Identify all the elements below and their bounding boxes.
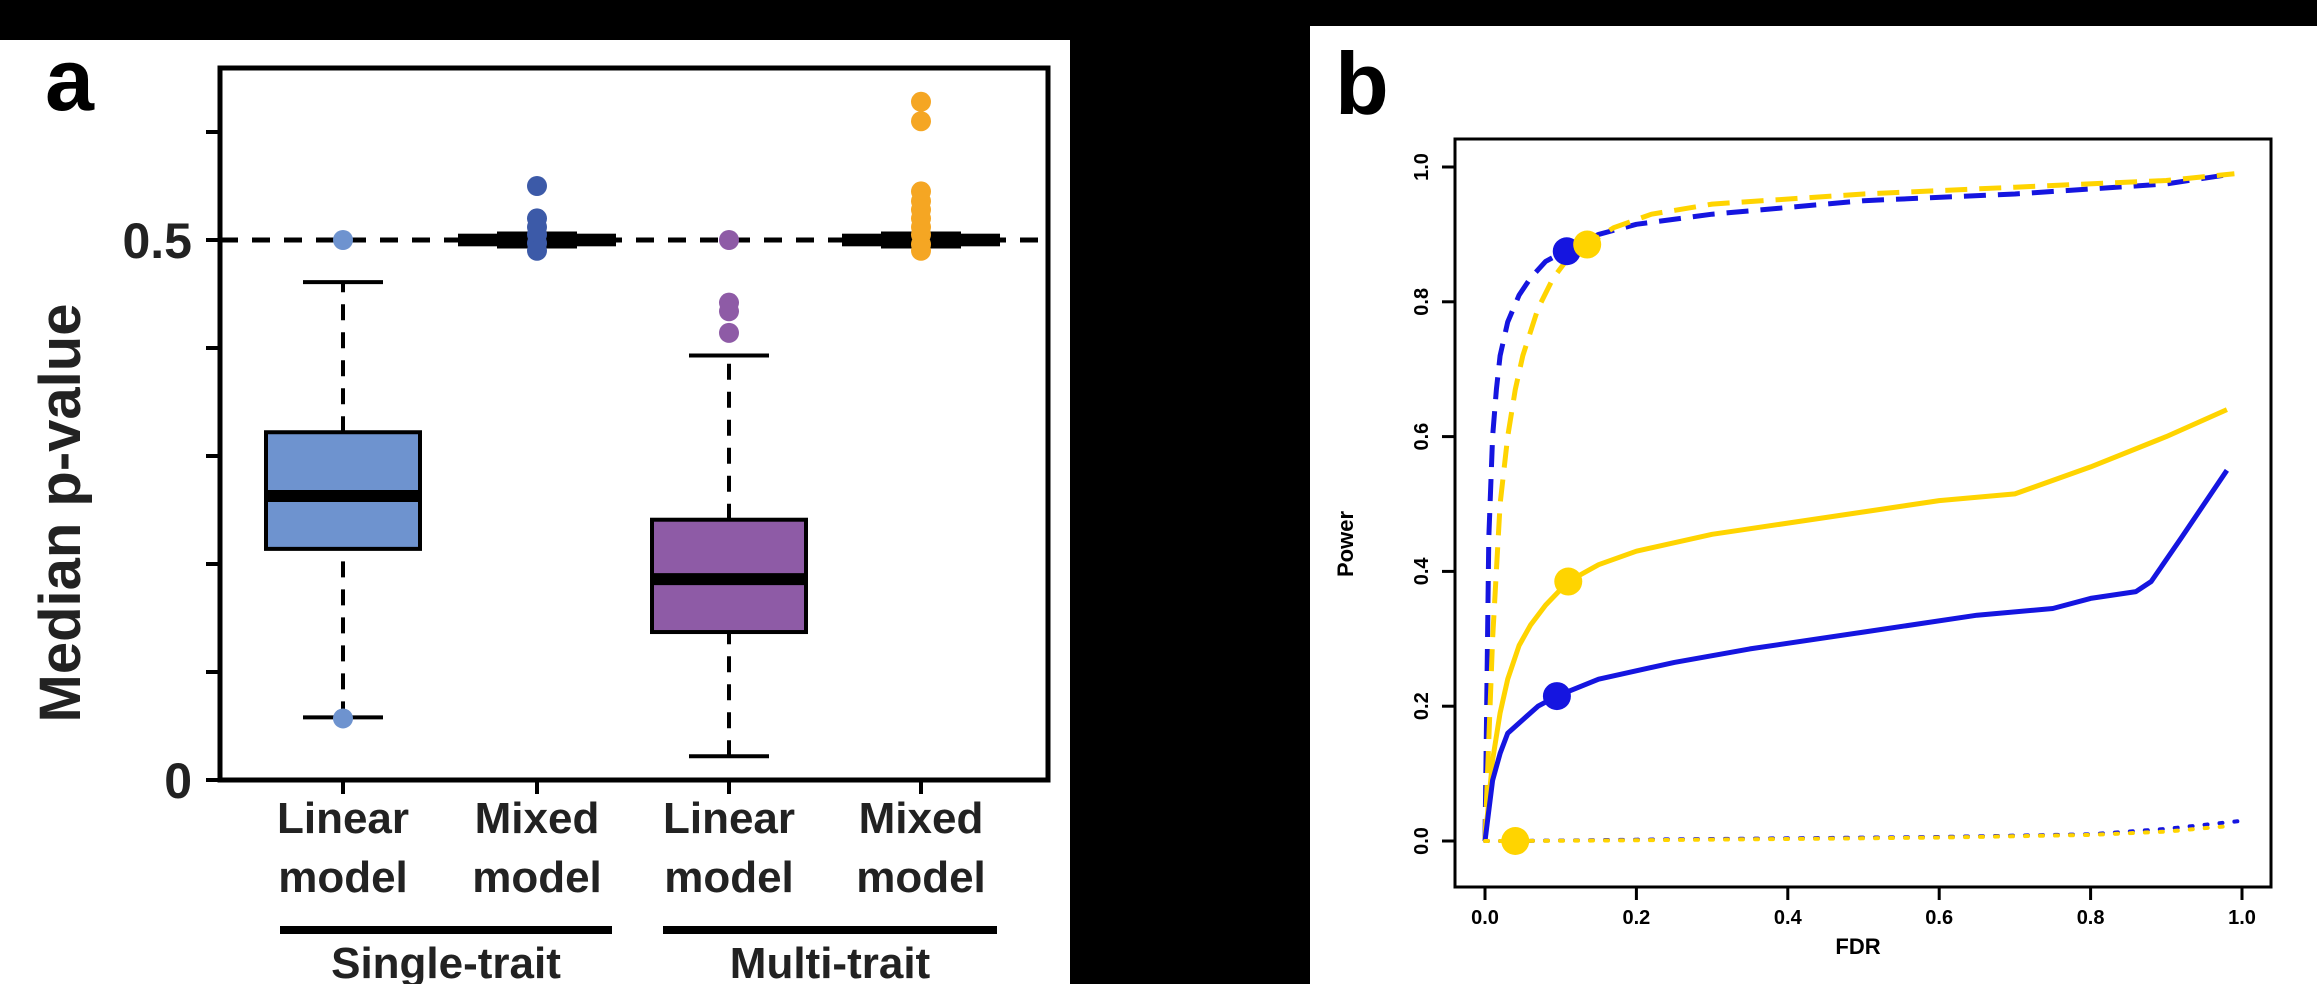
y-tick-label: 0.5 bbox=[122, 213, 192, 269]
panel-label-a: a bbox=[45, 40, 95, 129]
y-tick-label: 0.8 bbox=[1411, 288, 1433, 316]
series-marker-2 bbox=[1573, 230, 1602, 259]
panel-a-boxplot: a Median p-value 0 0.5 Linear model Mixed mod… bbox=[0, 40, 1070, 984]
series-line-1 bbox=[1482, 171, 2235, 842]
group-label: Multi-trait bbox=[730, 939, 931, 984]
y-axis-label: Power bbox=[1333, 511, 1358, 577]
x-tick-label: 0.2 bbox=[1622, 907, 1650, 929]
series-marker-6 bbox=[1501, 827, 1530, 855]
y-tick-label: 0.2 bbox=[1411, 692, 1433, 720]
y-tick-label: 0.0 bbox=[1411, 827, 1433, 855]
series-line-3 bbox=[1482, 407, 2228, 842]
line-plot-area: 0.0 0.2 0.4 0.6 0.8 1.0 0.0 0.2 0.4 0.6 0.8 1.0 bbox=[1411, 137, 2273, 929]
panel-label-b: b bbox=[1335, 34, 1389, 133]
x-tick-label: 0.4 bbox=[1774, 907, 1803, 929]
outlier-point bbox=[719, 230, 739, 250]
outlier-point bbox=[333, 708, 353, 729]
y-tick-label: 1.0 bbox=[1411, 153, 1433, 181]
y-tick-label: 0.4 bbox=[1411, 557, 1433, 586]
y-tick-label: 0 bbox=[164, 753, 192, 809]
boxplot-plot-area: 0 0.5 Linear model Mixed model Linear model Mixe… bbox=[122, 65, 1051, 984]
outlier-point bbox=[333, 230, 353, 250]
x-tick-label: 0.0 bbox=[1471, 907, 1499, 929]
x-tick-label: 0.8 bbox=[2077, 907, 2105, 929]
power-fdr-chart: b Power FDR 0.0 0.2 0.4 0.6 0.8 1.00.00.20.40… bbox=[1333, 34, 2273, 959]
outlier-point bbox=[719, 322, 739, 343]
group-label: Single-trait bbox=[331, 939, 561, 984]
x-tick-label-line2: model bbox=[664, 853, 794, 902]
outlier-point bbox=[719, 301, 739, 322]
series-line-6 bbox=[1483, 824, 2229, 843]
series-line-2 bbox=[1482, 171, 2235, 842]
box-3 bbox=[650, 230, 808, 759]
plot-frame bbox=[217, 65, 1051, 783]
x-tick-label-line1: Mixed bbox=[859, 794, 984, 843]
outlier-point bbox=[911, 240, 931, 261]
panel-b-line-chart: b Power FDR 0.0 0.2 0.4 0.6 0.8 1.0 0.0 0.2 0.4 0… bbox=[1310, 26, 2317, 984]
x-tick-label-line1: Linear bbox=[277, 794, 409, 843]
boxplot-chart: a Median p-value 0 0.5 Linear model Mixed mod… bbox=[28, 40, 1051, 984]
outlier-point bbox=[911, 111, 931, 132]
y-axis-label: Median p-value bbox=[28, 304, 93, 723]
x-tick-label: 1.0 bbox=[2228, 907, 2256, 929]
x-tick-label-line2: model bbox=[278, 853, 408, 902]
outlier-point bbox=[527, 240, 547, 261]
x-tick-label-line2: model bbox=[472, 853, 602, 902]
series-line-4 bbox=[1482, 468, 2229, 842]
x-tick-label: 0.6 bbox=[1925, 907, 1953, 929]
outlier-point bbox=[911, 91, 931, 112]
y-tick-label: 0.6 bbox=[1411, 423, 1433, 451]
plot-frame bbox=[1453, 137, 2273, 889]
x-tick-label-line1: Linear bbox=[663, 794, 795, 843]
x-tick-label-line2: model bbox=[856, 853, 986, 902]
outlier-point bbox=[527, 176, 547, 196]
box-1 bbox=[264, 230, 422, 729]
box-4 bbox=[842, 91, 1000, 261]
x-axis-label: FDR bbox=[1835, 934, 1880, 959]
x-tick-label-line1: Mixed bbox=[475, 794, 600, 843]
series-marker-3 bbox=[1554, 567, 1583, 596]
series-marker-4 bbox=[1542, 682, 1571, 711]
box-2 bbox=[458, 176, 616, 261]
